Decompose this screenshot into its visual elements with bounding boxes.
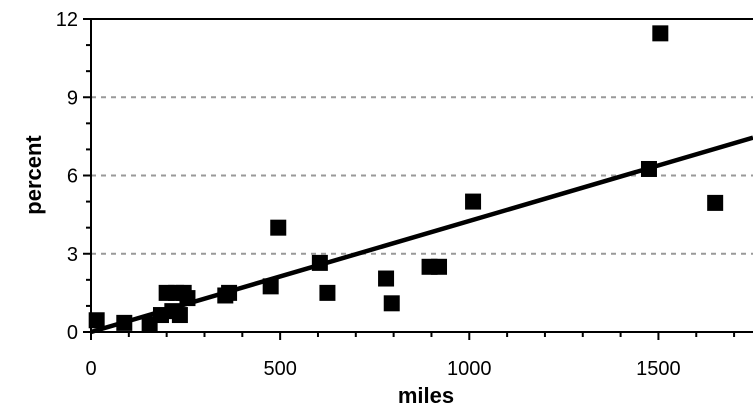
- data-point-1: [116, 314, 133, 331]
- x-tick-label-0: 0: [85, 358, 96, 380]
- data-point-14: [311, 254, 328, 271]
- data-point-7: [171, 307, 188, 324]
- data-point-15: [319, 284, 336, 301]
- data-point-22: [652, 25, 669, 42]
- data-point-9: [179, 290, 196, 307]
- y-tick-label-0: 0: [67, 322, 78, 344]
- y-tick-label-9: 9: [67, 87, 78, 109]
- y-tick-label-6: 6: [67, 166, 78, 188]
- data-point-20: [465, 193, 482, 210]
- data-point-19: [431, 258, 448, 275]
- x-tick-label-1000: 1000: [447, 358, 492, 380]
- x-axis-title: miles: [398, 383, 454, 408]
- data-point-23: [707, 194, 724, 211]
- data-points: [88, 25, 724, 333]
- y-tick-label-3: 3: [67, 244, 78, 266]
- x-tick-label-500: 500: [263, 358, 296, 380]
- data-point-21: [640, 160, 657, 177]
- tick-labels: 0 3 6 9 12 0 500 1000 1500: [56, 9, 681, 380]
- axes: [83, 18, 753, 340]
- y-axis-title: percent: [21, 135, 46, 215]
- data-point-17: [383, 295, 400, 312]
- y-tick-label-12: 12: [56, 9, 78, 31]
- data-point-12: [262, 278, 279, 295]
- data-point-13: [270, 219, 287, 236]
- data-point-0: [88, 312, 105, 329]
- x-tick-label-1500: 1500: [636, 358, 681, 380]
- data-point-16: [378, 270, 395, 287]
- data-point-11: [221, 284, 238, 301]
